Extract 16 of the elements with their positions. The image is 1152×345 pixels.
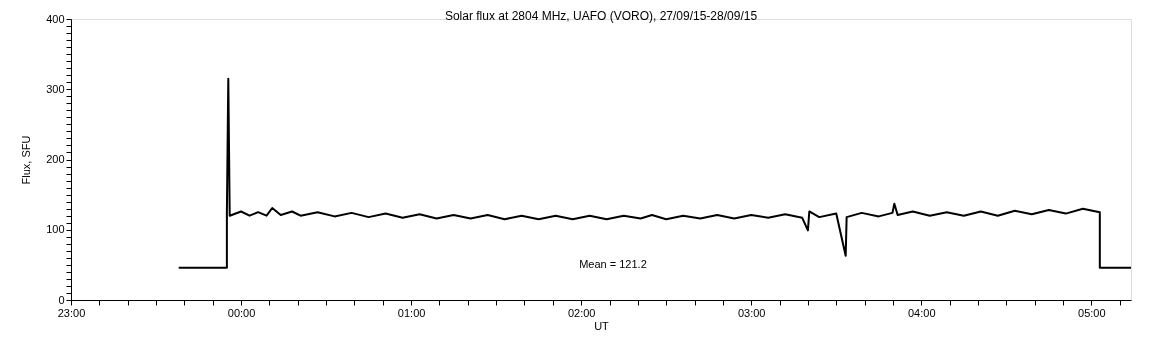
x-tick-label: 03:00 (737, 306, 766, 319)
x-tick-label: 00:00 (227, 306, 256, 319)
y-tick-label: 100 (46, 223, 65, 236)
annotation: Mean = 121.2 (579, 258, 647, 270)
chart-title: Solar flux at 2804 MHz, UAFO (VORO), 27/09/15-28/09/15 (444, 9, 758, 23)
y-tick-label: 300 (46, 82, 65, 95)
y-tick-label: 0 (58, 293, 65, 306)
x-axis-title: UT (594, 319, 610, 332)
x-tick-label: 05:00 (1078, 306, 1106, 319)
x-tick-label: 02:00 (567, 306, 596, 319)
y-tick-label: 200 (46, 153, 65, 165)
x-tick-label: 04:00 (908, 306, 936, 319)
y-axis-title: Flux, SFU (20, 135, 33, 185)
x-tick-label: 01:00 (397, 306, 426, 319)
x-tick-label: 23:00 (57, 306, 86, 319)
y-tick-label: 400 (46, 12, 65, 25)
